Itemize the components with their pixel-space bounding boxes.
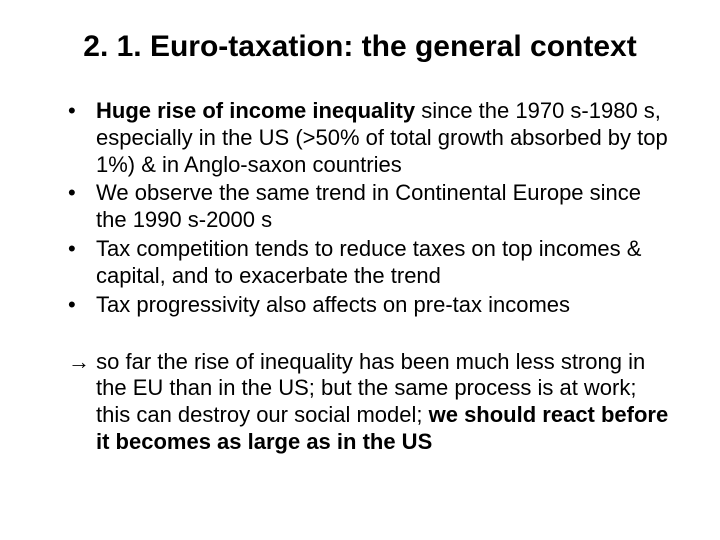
bullet-list: Huge rise of income inequality since the…: [48, 98, 672, 319]
bullet-bold-prefix: Huge rise of income inequality: [96, 98, 415, 123]
slide-title: 2. 1. Euro-taxation: the general context: [48, 30, 672, 64]
list-item: We observe the same trend in Continental…: [68, 180, 672, 234]
arrow-icon: →: [68, 349, 96, 374]
bullet-text: We observe the same trend in Continental…: [96, 180, 641, 232]
bullet-text: Tax competition tends to reduce taxes on…: [96, 236, 641, 288]
conclusion-paragraph: → so far the rise of inequality has been…: [48, 349, 672, 456]
bullet-text: Tax progressivity also affects on pre-ta…: [96, 292, 570, 317]
slide: 2. 1. Euro-taxation: the general context…: [0, 0, 720, 540]
list-item: Tax competition tends to reduce taxes on…: [68, 236, 672, 290]
list-item: Huge rise of income inequality since the…: [68, 98, 672, 178]
list-item: Tax progressivity also affects on pre-ta…: [68, 292, 672, 319]
